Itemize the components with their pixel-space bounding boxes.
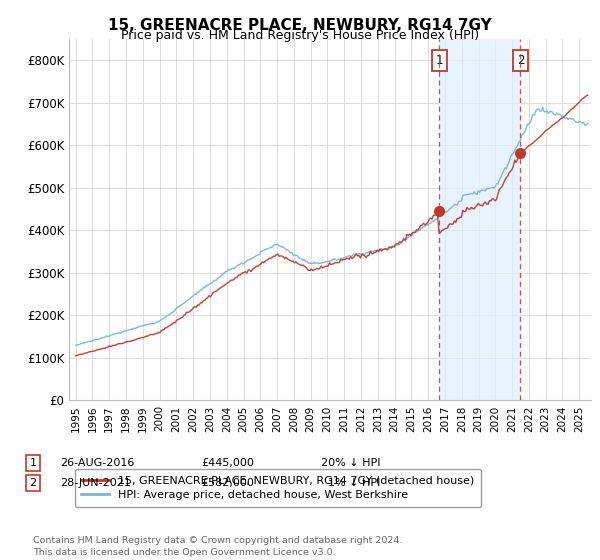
Bar [439,39,520,400]
Text: 26-AUG-2016: 26-AUG-2016 [60,458,134,468]
Text: £582,000: £582,000 [201,478,254,488]
Text: £445,000: £445,000 [201,458,254,468]
Text: 15, GREENACRE PLACE, NEWBURY, RG14 7GY: 15, GREENACRE PLACE, NEWBURY, RG14 7GY [108,18,492,33]
Text: 20% ↓ HPI: 20% ↓ HPI [321,458,380,468]
Text: 1: 1 [29,458,37,468]
Text: Price paid vs. HM Land Registry's House Price Index (HPI): Price paid vs. HM Land Registry's House … [121,29,479,42]
Text: 2: 2 [517,54,524,67]
Text: 1% ↓ HPI: 1% ↓ HPI [321,478,380,488]
Text: 2: 2 [29,478,37,488]
Text: 1: 1 [435,54,443,67]
Legend: 15, GREENACRE PLACE, NEWBURY, RG14 7GY (detached house), HPI: Average price, det: 15, GREENACRE PLACE, NEWBURY, RG14 7GY (… [74,469,481,507]
Text: Contains HM Land Registry data © Crown copyright and database right 2024.
This d: Contains HM Land Registry data © Crown c… [33,536,403,557]
Text: 28-JUN-2021: 28-JUN-2021 [60,478,131,488]
